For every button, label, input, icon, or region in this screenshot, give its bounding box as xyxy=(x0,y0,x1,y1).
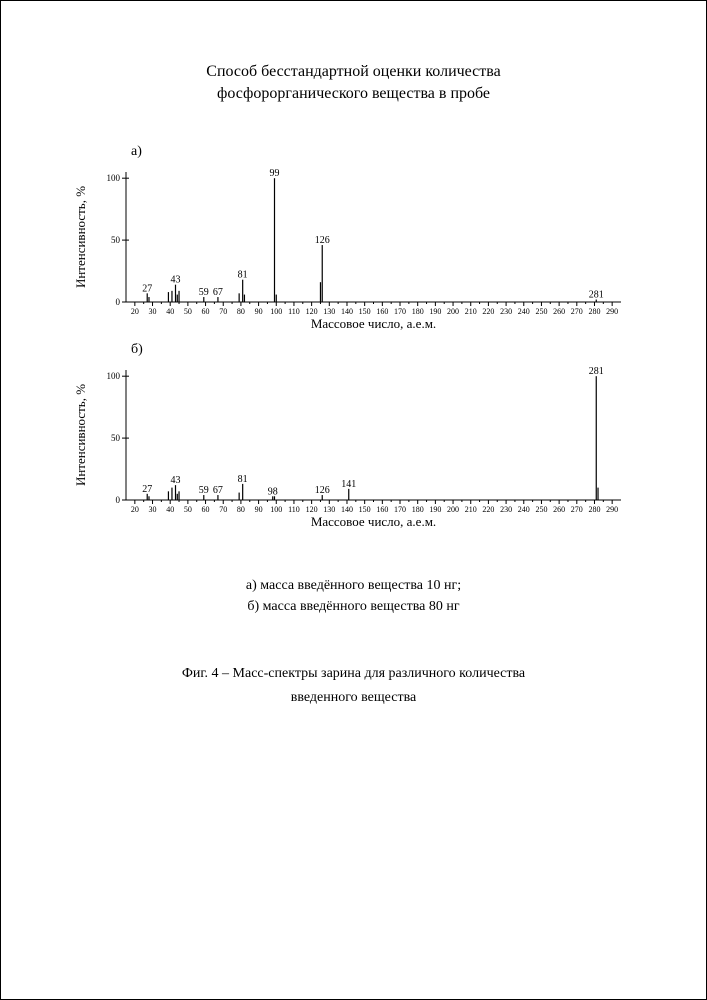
svg-text:30: 30 xyxy=(149,307,157,316)
svg-text:100: 100 xyxy=(107,371,121,381)
fig-caption-line1: Фиг. 4 – Масс-спектры зарина для различн… xyxy=(182,666,525,681)
svg-text:50: 50 xyxy=(184,307,192,316)
svg-text:150: 150 xyxy=(359,307,371,316)
svg-text:260: 260 xyxy=(553,307,565,316)
svg-text:80: 80 xyxy=(237,307,245,316)
svg-text:27: 27 xyxy=(142,484,152,495)
svg-text:281: 281 xyxy=(589,366,604,377)
svg-text:43: 43 xyxy=(171,275,181,286)
svg-text:99: 99 xyxy=(270,168,280,179)
figure-caption: Фиг. 4 – Масс-спектры зарина для различн… xyxy=(41,662,666,710)
svg-text:98: 98 xyxy=(268,486,278,497)
fig-caption-line2: введенного вещества xyxy=(291,690,416,705)
svg-text:90: 90 xyxy=(255,505,263,514)
svg-text:126: 126 xyxy=(315,235,330,246)
svg-text:200: 200 xyxy=(447,307,459,316)
svg-text:140: 140 xyxy=(341,505,353,514)
svg-text:50: 50 xyxy=(111,235,121,245)
svg-text:100: 100 xyxy=(270,307,282,316)
svg-text:0: 0 xyxy=(116,495,121,505)
panel-b-letter: б) xyxy=(131,342,666,358)
svg-text:20: 20 xyxy=(131,505,139,514)
svg-text:290: 290 xyxy=(606,307,618,316)
svg-text:Массовое число, а.е.м.: Массовое число, а.е.м. xyxy=(311,316,436,331)
svg-text:27: 27 xyxy=(142,284,152,295)
svg-text:59: 59 xyxy=(199,287,209,298)
svg-text:100: 100 xyxy=(270,505,282,514)
panel-a-letter: а) xyxy=(131,144,666,160)
title-line1: Способ бесстандартной оценки количества xyxy=(206,63,500,80)
caption-ab: а) масса введённого вещества 10 нг; б) м… xyxy=(41,575,666,617)
svg-text:250: 250 xyxy=(535,505,547,514)
page-title: Способ бесстандартной оценки количества … xyxy=(174,61,534,104)
svg-text:126: 126 xyxy=(315,485,330,496)
svg-text:70: 70 xyxy=(219,307,227,316)
svg-text:81: 81 xyxy=(238,474,248,485)
svg-text:50: 50 xyxy=(111,433,121,443)
svg-text:60: 60 xyxy=(202,307,210,316)
svg-text:110: 110 xyxy=(288,505,300,514)
svg-text:30: 30 xyxy=(149,505,157,514)
svg-text:260: 260 xyxy=(553,505,565,514)
svg-text:150: 150 xyxy=(359,505,371,514)
svg-text:Массовое число, а.е.м.: Массовое число, а.е.м. xyxy=(311,514,436,529)
svg-text:59: 59 xyxy=(199,485,209,496)
svg-text:120: 120 xyxy=(306,505,318,514)
svg-text:40: 40 xyxy=(166,307,174,316)
svg-text:50: 50 xyxy=(184,505,192,514)
svg-text:130: 130 xyxy=(323,307,335,316)
svg-text:40: 40 xyxy=(166,505,174,514)
svg-text:220: 220 xyxy=(482,307,494,316)
svg-text:100: 100 xyxy=(107,173,121,183)
svg-text:0: 0 xyxy=(116,297,121,307)
spectrum-a: 0 50 100 20 30 40 50 60 70 80 90 100 110 120 130 140 150… xyxy=(71,162,631,332)
svg-text:190: 190 xyxy=(429,505,441,514)
spectrum-b: 0 50 100 20 30 40 50 60 70 80 90 100 110 120 130 140 150… xyxy=(71,360,631,530)
svg-text:240: 240 xyxy=(518,505,530,514)
svg-text:120: 120 xyxy=(306,307,318,316)
svg-text:280: 280 xyxy=(588,505,600,514)
svg-text:230: 230 xyxy=(500,505,512,514)
svg-text:290: 290 xyxy=(606,505,618,514)
svg-text:220: 220 xyxy=(482,505,494,514)
svg-text:Интенсивность, %: Интенсивность, % xyxy=(73,186,88,288)
svg-text:20: 20 xyxy=(131,307,139,316)
svg-text:60: 60 xyxy=(202,505,210,514)
svg-text:110: 110 xyxy=(288,307,300,316)
svg-text:200: 200 xyxy=(447,505,459,514)
svg-text:190: 190 xyxy=(429,307,441,316)
svg-text:281: 281 xyxy=(589,290,604,301)
svg-text:80: 80 xyxy=(237,505,245,514)
svg-text:270: 270 xyxy=(571,307,583,316)
title-line2: фосфорорганического вещества в пробе xyxy=(217,85,490,102)
svg-text:250: 250 xyxy=(535,307,547,316)
svg-text:141: 141 xyxy=(341,479,356,490)
svg-text:280: 280 xyxy=(588,307,600,316)
svg-text:43: 43 xyxy=(171,475,181,486)
svg-text:170: 170 xyxy=(394,307,406,316)
caption-a-text: а) масса введённого вещества 10 нг; xyxy=(246,578,461,593)
svg-text:81: 81 xyxy=(238,270,248,281)
svg-text:160: 160 xyxy=(376,505,388,514)
svg-text:210: 210 xyxy=(465,505,477,514)
svg-text:180: 180 xyxy=(412,505,424,514)
svg-text:230: 230 xyxy=(500,307,512,316)
svg-text:210: 210 xyxy=(465,307,477,316)
caption-b-text: б) масса введённого вещества 80 нг xyxy=(247,599,459,614)
svg-text:170: 170 xyxy=(394,505,406,514)
svg-text:180: 180 xyxy=(412,307,424,316)
svg-text:90: 90 xyxy=(255,307,263,316)
svg-text:270: 270 xyxy=(571,505,583,514)
svg-text:160: 160 xyxy=(376,307,388,316)
page: Способ бесстандартной оценки количества … xyxy=(0,0,707,1000)
svg-text:140: 140 xyxy=(341,307,353,316)
svg-text:67: 67 xyxy=(213,485,223,496)
svg-text:70: 70 xyxy=(219,505,227,514)
svg-text:240: 240 xyxy=(518,307,530,316)
svg-text:130: 130 xyxy=(323,505,335,514)
svg-text:67: 67 xyxy=(213,287,223,298)
svg-text:Интенсивность, %: Интенсивность, % xyxy=(73,384,88,486)
